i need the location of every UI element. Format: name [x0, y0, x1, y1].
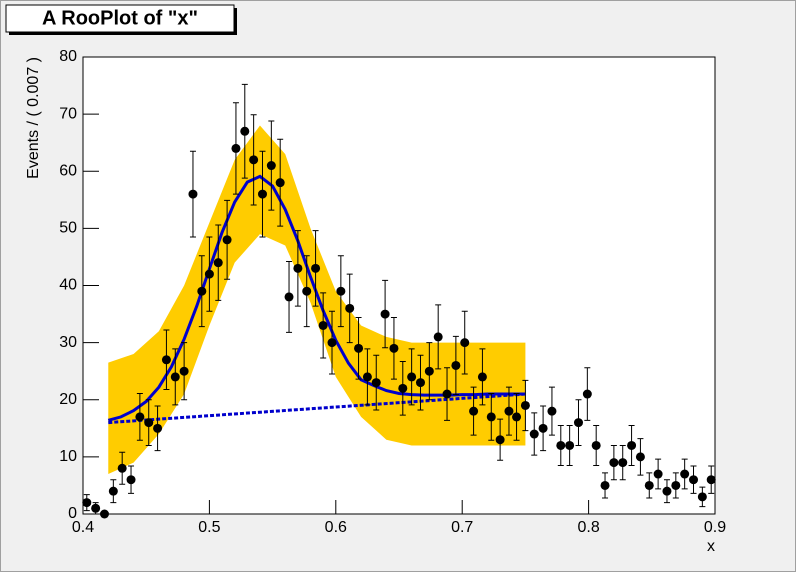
data-point [302, 286, 312, 296]
data-point [653, 469, 663, 479]
data-point [327, 338, 337, 348]
y-axis-label: Events / ( 0.007 ) [25, 57, 42, 179]
data-point [161, 355, 171, 365]
data-point [213, 258, 223, 268]
y-tick-label: 70 [59, 105, 77, 122]
data-point [697, 492, 707, 502]
data-point [407, 372, 417, 382]
data-point [371, 378, 381, 388]
data-point [188, 189, 198, 199]
data-point [82, 498, 92, 508]
data-point [644, 480, 654, 490]
data-point [108, 486, 118, 496]
data-point [565, 440, 575, 450]
data-point [398, 383, 408, 393]
y-tick-label: 60 [59, 162, 77, 179]
data-point [293, 263, 303, 273]
data-point [231, 143, 241, 153]
data-point [547, 406, 557, 416]
y-tick-label: 30 [59, 334, 77, 351]
data-point [135, 412, 145, 422]
data-point [170, 372, 180, 382]
data-point [520, 400, 530, 410]
background-curve [108, 392, 526, 425]
data-point [204, 269, 214, 279]
x-tick-label: 0.6 [325, 519, 347, 536]
data-point [179, 366, 189, 376]
data-point [126, 475, 136, 485]
data-point [635, 452, 645, 462]
data-point [609, 458, 619, 468]
data-point [600, 480, 610, 490]
data-point [556, 440, 566, 450]
data-point [153, 423, 163, 433]
data-point [240, 126, 250, 136]
data-point [336, 286, 346, 296]
title-box [5, 4, 235, 33]
data-point [662, 486, 672, 496]
data-point [354, 343, 364, 353]
data-point [266, 161, 276, 171]
y-tick-label: 10 [59, 448, 77, 465]
data-point [618, 458, 628, 468]
data-point [424, 366, 434, 376]
data-point [477, 372, 487, 382]
chart-title: A RooPlot of "x" [42, 7, 198, 29]
data-point [469, 406, 479, 416]
x-tick-label: 0.4 [72, 519, 94, 536]
data-point [433, 332, 443, 342]
data-point [318, 320, 328, 330]
data-point [380, 309, 390, 319]
data-point [197, 286, 207, 296]
data-point [486, 412, 496, 422]
data-point [415, 378, 425, 388]
data-point [671, 480, 681, 490]
data-point [512, 412, 522, 422]
data-point [591, 440, 601, 450]
data-point [680, 469, 690, 479]
data-point [284, 292, 294, 302]
x-tick-label: 0.9 [704, 519, 726, 536]
data-point [117, 463, 127, 473]
data-point [538, 423, 548, 433]
data-point [389, 343, 399, 353]
data-point [144, 418, 154, 428]
data-point [362, 372, 372, 382]
data-point [249, 155, 259, 165]
x-tick-label: 0.8 [577, 519, 599, 536]
data-point [345, 303, 355, 313]
data-point [495, 435, 505, 445]
y-tick-label: 50 [59, 220, 77, 237]
y-tick-label: 20 [59, 391, 77, 408]
x-tick-label: 0.5 [198, 519, 220, 536]
data-point [627, 440, 637, 450]
y-tick-label: 0 [68, 505, 77, 522]
data-point [529, 429, 539, 439]
data-point [706, 475, 716, 485]
data-point [582, 389, 592, 399]
data-point [689, 475, 699, 485]
data-point [257, 189, 267, 199]
data-point [275, 178, 285, 188]
data-point [573, 418, 583, 428]
data-point [442, 389, 452, 399]
plot-layers [82, 83, 716, 519]
data-point [504, 406, 514, 416]
y-tick-label: 40 [59, 277, 77, 294]
data-point [311, 263, 321, 273]
data-point [91, 503, 101, 513]
y-tick-label: 80 [59, 48, 77, 65]
x-axis-label: x [707, 538, 715, 555]
data-point [222, 235, 232, 245]
data-point [460, 338, 470, 348]
x-tick-label: 0.7 [451, 519, 473, 536]
data-point [451, 360, 461, 370]
